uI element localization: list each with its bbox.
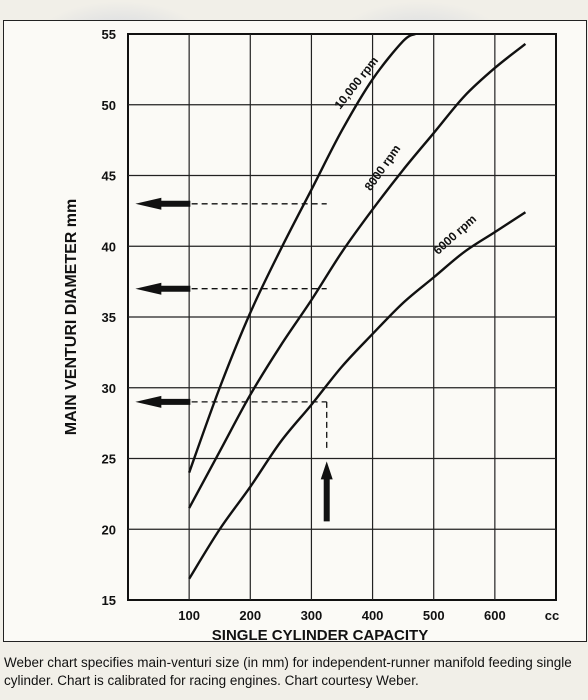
y-tick-label: 40 bbox=[102, 239, 116, 254]
chart-grid bbox=[127, 33, 557, 601]
left-arrow-marker bbox=[135, 197, 191, 210]
y-tick-label: 15 bbox=[102, 593, 116, 608]
y-tick-label: 30 bbox=[102, 381, 116, 396]
series-label-8000: 8000 rpm bbox=[362, 142, 404, 193]
x-axis-title: SINGLE CYLINDER CAPACITY bbox=[212, 627, 428, 644]
series-line-2 bbox=[188, 42, 527, 509]
x-tick-label: 600 bbox=[484, 608, 506, 623]
x-axis-unit: cc bbox=[545, 608, 559, 623]
y-tick-label: 35 bbox=[102, 310, 116, 325]
left-arrow-marker bbox=[135, 282, 191, 295]
chart-annotations bbox=[135, 197, 333, 522]
y-axis-title: MAIN VENTURI DIAMETER mm bbox=[63, 199, 80, 435]
x-tick-label: 500 bbox=[423, 608, 445, 623]
x-tick-label: 300 bbox=[301, 608, 323, 623]
x-tick-label: 100 bbox=[178, 608, 200, 623]
up-arrow-marker bbox=[320, 461, 333, 522]
y-tick-label: 55 bbox=[102, 27, 116, 42]
y-tick-label: 50 bbox=[102, 98, 116, 113]
series-line-1 bbox=[188, 32, 416, 474]
x-tick-label: 400 bbox=[362, 608, 384, 623]
series-label-6000: 6000 rpm bbox=[431, 212, 480, 258]
chart-frame bbox=[3, 20, 587, 642]
left-arrow-marker bbox=[135, 395, 191, 408]
axis-ticks: 100 200 300 400 500 600 15 20 25 30 35 40 45 50 55 bbox=[102, 27, 506, 623]
x-tick-label: 200 bbox=[239, 608, 261, 623]
y-tick-label: 25 bbox=[102, 452, 116, 467]
series-line-3 bbox=[188, 211, 527, 580]
y-tick-label: 20 bbox=[102, 522, 116, 537]
figure-caption: Weber chart specifies main-venturi size … bbox=[4, 655, 572, 688]
y-tick-label: 45 bbox=[102, 169, 116, 184]
